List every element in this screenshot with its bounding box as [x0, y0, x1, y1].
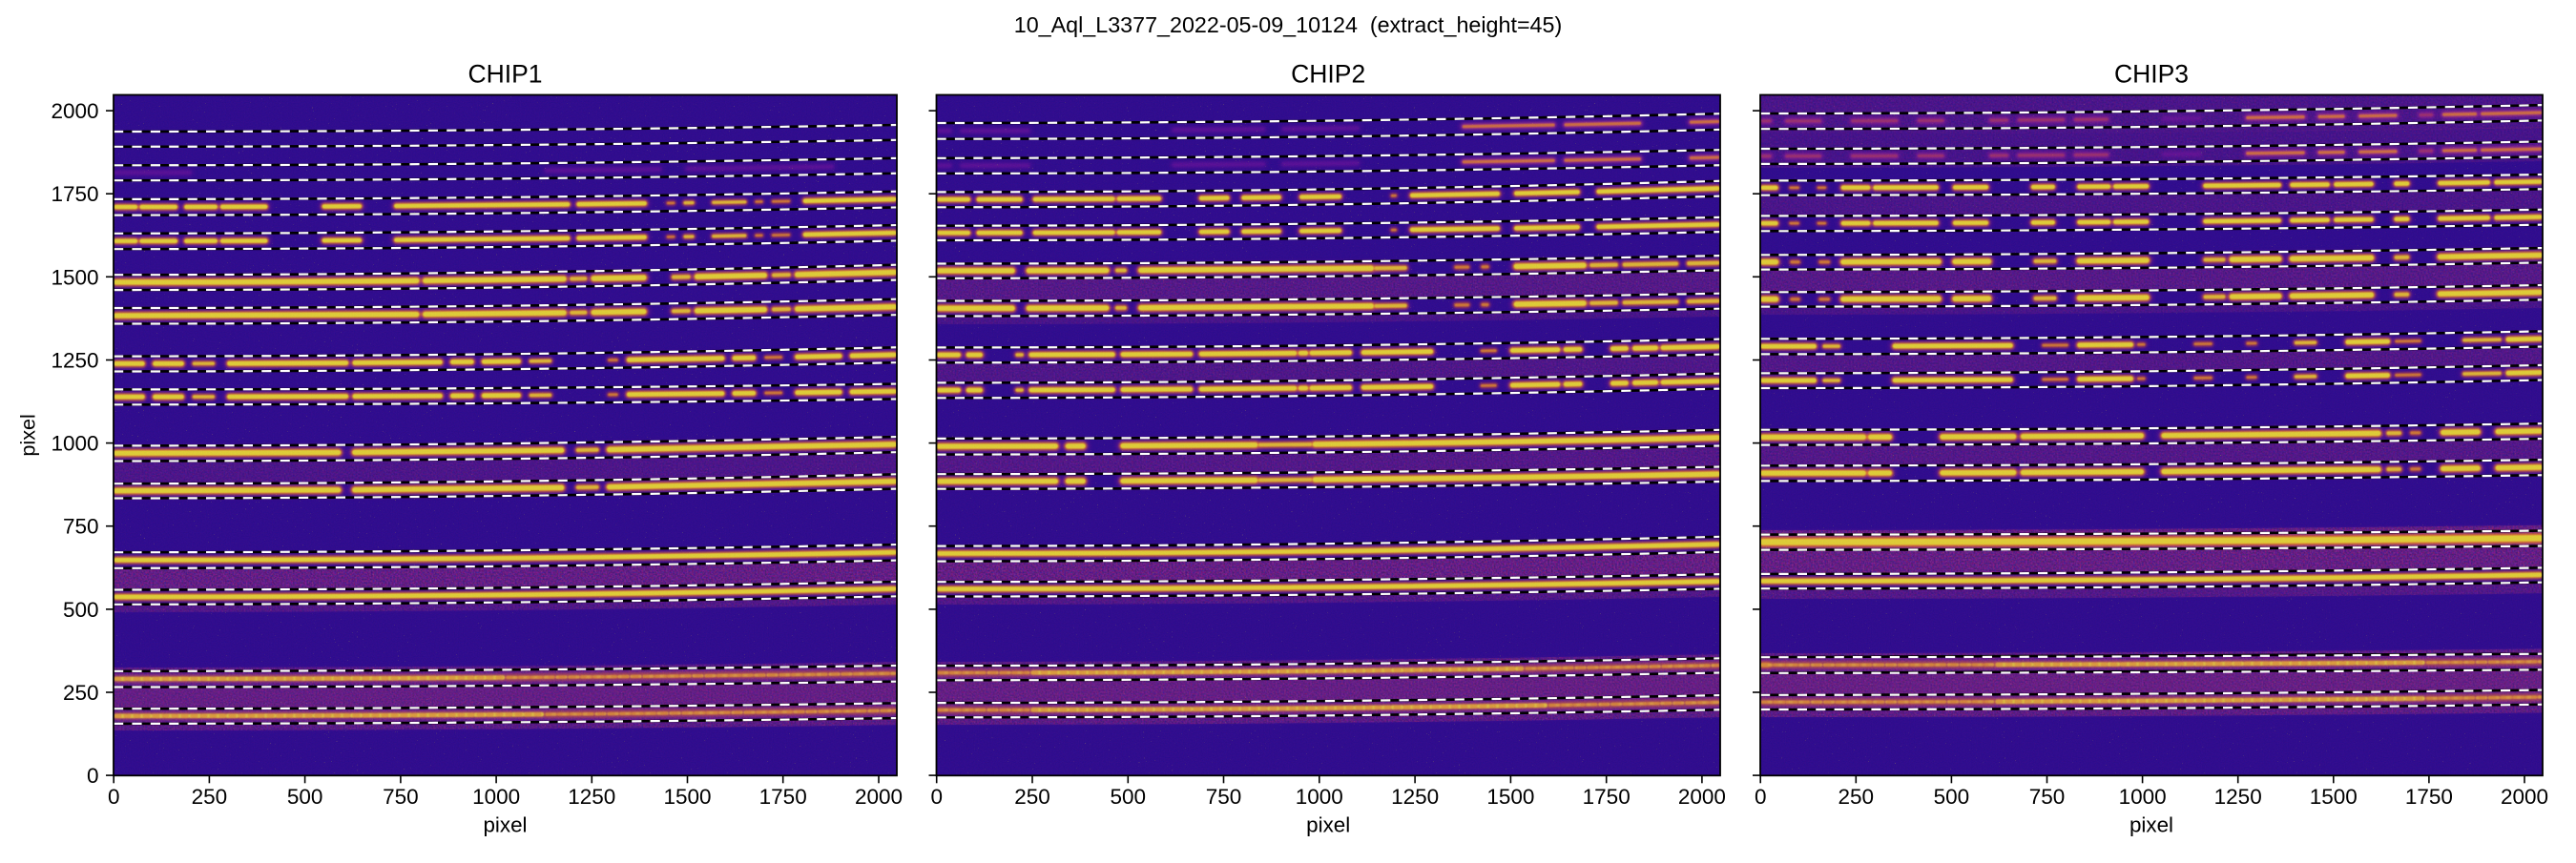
svg-text:1750: 1750 [1583, 785, 1631, 809]
svg-text:1250: 1250 [2214, 785, 2262, 809]
svg-text:CHIP1: CHIP1 [467, 60, 542, 89]
svg-text:750: 750 [63, 515, 99, 539]
svg-text:750: 750 [383, 785, 419, 809]
svg-text:500: 500 [63, 598, 99, 622]
svg-text:1000: 1000 [51, 432, 98, 456]
svg-text:0: 0 [1755, 785, 1767, 809]
svg-text:500: 500 [1934, 785, 1970, 809]
svg-text:1500: 1500 [1486, 785, 1534, 809]
svg-text:1500: 1500 [663, 785, 711, 809]
svg-text:250: 250 [63, 681, 99, 705]
svg-text:0: 0 [87, 764, 99, 788]
svg-text:1000: 1000 [2119, 785, 2167, 809]
svg-text:pixel: pixel [1306, 813, 1350, 837]
svg-text:250: 250 [1839, 785, 1875, 809]
svg-text:750: 750 [2029, 785, 2066, 809]
svg-text:10_Aql_L3377_2022-05-09_10124: 10_Aql_L3377_2022-05-09_10124 (extract_h… [1014, 12, 1562, 37]
svg-text:pixel: pixel [16, 414, 40, 456]
svg-text:pixel: pixel [483, 813, 527, 837]
svg-text:750: 750 [1206, 785, 1242, 809]
svg-text:250: 250 [1014, 785, 1050, 809]
svg-text:CHIP2: CHIP2 [1291, 60, 1365, 89]
svg-text:0: 0 [930, 785, 943, 809]
svg-text:0: 0 [108, 785, 120, 809]
svg-text:1250: 1250 [568, 785, 615, 809]
svg-text:2000: 2000 [1678, 785, 1726, 809]
svg-text:2000: 2000 [855, 785, 903, 809]
svg-text:2000: 2000 [51, 99, 98, 123]
svg-text:CHIP3: CHIP3 [2114, 60, 2189, 89]
svg-text:2000: 2000 [2501, 785, 2548, 809]
svg-text:1250: 1250 [1391, 785, 1439, 809]
svg-text:pixel: pixel [2129, 813, 2173, 837]
svg-text:1750: 1750 [759, 785, 807, 809]
svg-text:500: 500 [287, 785, 323, 809]
svg-text:1500: 1500 [51, 265, 98, 289]
svg-text:1250: 1250 [51, 349, 98, 373]
svg-text:500: 500 [1111, 785, 1147, 809]
svg-text:1000: 1000 [1296, 785, 1343, 809]
svg-text:1750: 1750 [2405, 785, 2453, 809]
svg-text:1500: 1500 [2310, 785, 2358, 809]
svg-text:1750: 1750 [51, 182, 98, 206]
svg-text:250: 250 [192, 785, 228, 809]
svg-text:1000: 1000 [472, 785, 520, 809]
